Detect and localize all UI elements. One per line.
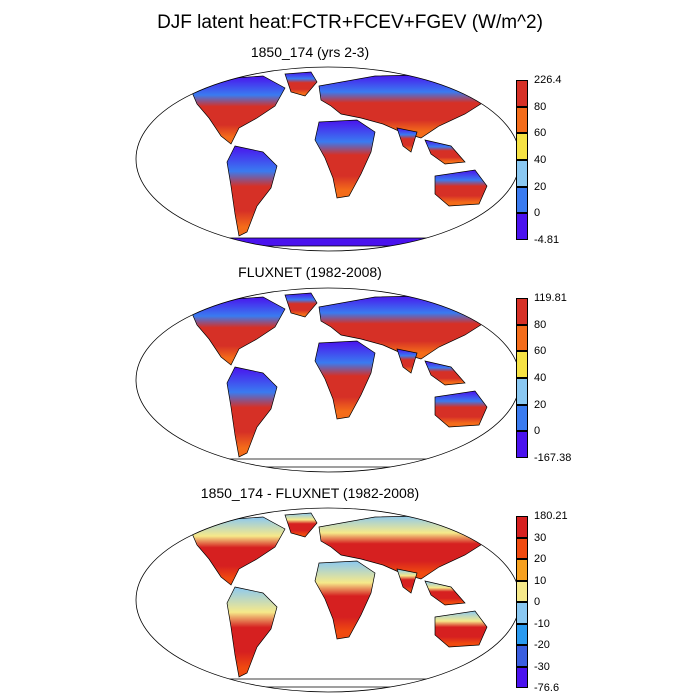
continent-seAsia: [424, 139, 466, 165]
panel-title: 1850_174 - FLUXNET (1982-2008): [200, 485, 420, 501]
colorbar-label: 0: [534, 207, 541, 220]
colorbar-swatch: [516, 378, 528, 405]
colorbar-label: -76.6: [534, 682, 560, 694]
colorbar-swatch: [516, 404, 528, 432]
colorbar-swatch: [516, 298, 528, 325]
colorbar-swatch: [516, 213, 528, 240]
colorbar-label: -167.38: [534, 452, 572, 464]
colorbar-label: 40: [534, 154, 547, 166]
continent-india: [396, 348, 418, 374]
colorbar-label: 180.21: [534, 510, 568, 522]
colorbar-label: 80: [534, 318, 547, 331]
colorbar-swatch: [516, 160, 528, 187]
colorbar-swatch: [516, 559, 528, 581]
world-map: [135, 287, 521, 473]
colorbar-swatch: [516, 431, 528, 458]
colorbar-label: 119.81: [534, 292, 567, 304]
colorbar-swatch: [516, 324, 528, 352]
continent-greenland: [284, 71, 318, 97]
colorbar-label: 0: [534, 425, 541, 438]
continent-africa: [314, 560, 376, 640]
continent-india: [396, 568, 418, 594]
continent-southAmerica: [226, 586, 278, 678]
colorbar-swatch: [516, 645, 528, 667]
continent-africa: [314, 340, 376, 420]
continent-antarctica: [194, 678, 466, 688]
continent-australia: [434, 169, 488, 207]
colorbar-label: 20: [534, 398, 547, 411]
continent-northAmerica: [190, 296, 286, 366]
continent-southAmerica: [226, 145, 278, 237]
world-map: [135, 507, 521, 693]
continent-greenland: [284, 292, 318, 318]
continent-antarctica: [194, 237, 466, 247]
continent-india: [396, 127, 418, 153]
colorbar-label: 30: [534, 531, 547, 544]
continent-australia: [434, 610, 488, 648]
colorbar-label: 60: [534, 127, 547, 140]
colorbar-swatch: [516, 186, 528, 214]
colorbar-swatch: [516, 351, 528, 378]
colorbar-label: 20: [534, 180, 547, 193]
colorbar-label: 80: [534, 100, 547, 113]
colorbar-swatch: [516, 106, 528, 134]
colorbar-swatch: [516, 516, 528, 538]
colorbar-label: -4.81: [534, 234, 560, 246]
panel-title: FLUXNET (1982-2008): [238, 264, 382, 280]
colorbar-label: -20: [534, 639, 550, 651]
colorbar-label: 10: [534, 574, 547, 587]
colorbar-label: 20: [534, 553, 547, 565]
continent-seAsia: [424, 580, 466, 606]
continent-africa: [314, 119, 376, 199]
colorbar-label: 60: [534, 345, 547, 358]
colorbar-swatch: [516, 623, 528, 645]
continent-australia: [434, 390, 488, 428]
continent-southAmerica: [226, 366, 278, 458]
continent-northAmerica: [190, 75, 286, 145]
colorbar-swatch: [516, 133, 528, 160]
continent-antarctica: [194, 458, 466, 468]
colorbar-swatch: [516, 602, 528, 624]
colorbar-swatch: [516, 580, 528, 602]
colorbar-swatch: [516, 666, 528, 688]
figure-title: DJF latent heat:FCTR+FCEV+FGEV (W/m^2): [157, 12, 543, 33]
colorbar-label: -30: [534, 660, 550, 673]
panel-title: 1850_174 (yrs 2-3): [250, 44, 370, 60]
colorbar-label: 226.4: [534, 74, 562, 86]
colorbar-swatch: [516, 537, 528, 559]
continent-greenland: [284, 512, 318, 538]
continent-northAmerica: [190, 516, 286, 586]
colorbar-label: -10: [534, 617, 550, 630]
colorbar-label: 40: [534, 372, 547, 384]
colorbar-label: 0: [534, 596, 541, 608]
continent-seAsia: [424, 360, 466, 386]
world-map: [135, 66, 521, 252]
colorbar-swatch: [516, 80, 528, 107]
